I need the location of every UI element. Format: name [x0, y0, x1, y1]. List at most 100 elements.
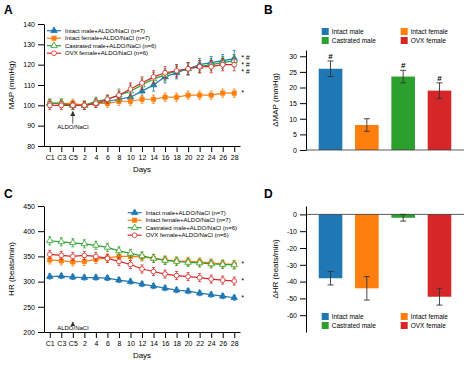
y-tick-mark [38, 256, 44, 257]
x-tick-mark [211, 332, 212, 338]
error-bar [94, 99, 97, 107]
x-tick-mark [211, 146, 212, 152]
legend-entry: Intact female+ALDO/NaCl (n=7) [128, 217, 231, 223]
point [163, 95, 167, 99]
point [163, 70, 168, 75]
point [220, 62, 225, 67]
point [151, 97, 155, 101]
y-tick: 0 [293, 211, 306, 218]
panel-title: C [4, 187, 13, 201]
error-bar [152, 95, 155, 103]
point [151, 74, 156, 79]
error-bar [198, 61, 201, 73]
legend-label: Intact male [332, 313, 364, 320]
x-tick-mark [165, 146, 166, 152]
point [104, 244, 110, 250]
series-line [50, 254, 234, 281]
panel: 8090100110120130140MAP (mmHg)AC1C3C52468… [4, 3, 250, 174]
error-bar [106, 95, 109, 103]
y-tick: -60 [287, 312, 306, 319]
y-tick-mark [38, 307, 44, 308]
error-bar [117, 89, 120, 101]
point [47, 103, 52, 108]
y-tick-label: -10 [287, 228, 297, 235]
x-tick: 16 [162, 332, 170, 347]
y-tick-mark [38, 126, 44, 127]
y-tick: 200 [23, 329, 44, 336]
annotation: # [328, 52, 333, 61]
x-tick-label: 18 [173, 154, 181, 161]
legend-entry: Intact female [401, 28, 449, 35]
y-tick-label: 0 [293, 147, 297, 154]
series [47, 50, 238, 109]
error-bar [141, 95, 144, 103]
legend: Intact maleIntact femaleCastrated maleOV… [322, 28, 449, 44]
point [209, 93, 213, 97]
error-bar [198, 61, 201, 73]
y-axis: -60-50-40-30-20-100 [287, 207, 307, 333]
x-tick-mark [142, 146, 143, 152]
x-tick: 10 [127, 146, 135, 161]
point [219, 292, 225, 298]
point [174, 68, 179, 73]
legend-entry: Intact male [322, 28, 364, 35]
point [185, 287, 191, 293]
x-tick-mark [154, 332, 155, 338]
chart-container: 8090100110120130140MAP (mmHg)AC1C3C52468… [0, 0, 474, 373]
x-tick: 20 [185, 146, 193, 161]
x-tick: 8 [117, 146, 121, 161]
point [208, 260, 214, 266]
annotation: * # [241, 68, 250, 75]
error-bar [164, 93, 167, 101]
y-tick-label: 15 [289, 100, 297, 107]
error-bar [83, 101, 86, 109]
panel: -60-50-40-30-20-100ΔHR (beats/min)DIntac… [264, 187, 464, 333]
legend-swatch [401, 37, 408, 44]
y-tick-mark [38, 282, 44, 283]
error-bar [106, 97, 109, 105]
point [174, 95, 178, 99]
error-bar [129, 97, 132, 105]
x-axis: C1C3C5246810121416182022242628 [45, 146, 241, 161]
x-tick: C3 [57, 332, 66, 347]
error-bar [221, 89, 224, 97]
legend-symbol [132, 233, 137, 238]
x-tick: 6 [106, 332, 110, 347]
bar [319, 69, 343, 150]
error-bar [400, 214, 406, 221]
point [116, 276, 122, 282]
x-tick-mark [188, 146, 189, 152]
error-bar [48, 101, 51, 109]
y-tick-mark [38, 146, 44, 147]
error-bar [152, 267, 155, 275]
y-tick-mark [38, 65, 44, 66]
x-tick: 18 [173, 146, 181, 161]
y-tick: 10 [289, 115, 306, 122]
zero-line [306, 150, 464, 151]
y-tick-mark [300, 119, 306, 120]
x-tick: 8 [117, 332, 121, 347]
bar [428, 214, 452, 296]
point [231, 294, 237, 300]
y-tick-mark [300, 72, 306, 73]
zero-line [306, 214, 464, 215]
x-tick-mark [223, 146, 224, 152]
point [197, 275, 202, 280]
point [232, 91, 236, 95]
point [140, 267, 145, 272]
point [58, 238, 64, 244]
point [186, 66, 191, 71]
x-tick-label: 26 [219, 154, 227, 161]
point [47, 252, 52, 257]
error-bar [400, 70, 406, 83]
legend-entry: OVX female+ALDO/NaCl (n=6) [128, 232, 229, 238]
legend-entry: OVX female [401, 322, 446, 329]
y-tick-mark [300, 282, 306, 283]
y-tick-label: 140 [23, 21, 35, 28]
legend-symbol [52, 51, 57, 56]
y-tick-mark [300, 103, 306, 104]
series-line [50, 65, 234, 106]
error-bar [210, 91, 213, 99]
series [47, 55, 238, 110]
point [70, 273, 76, 279]
